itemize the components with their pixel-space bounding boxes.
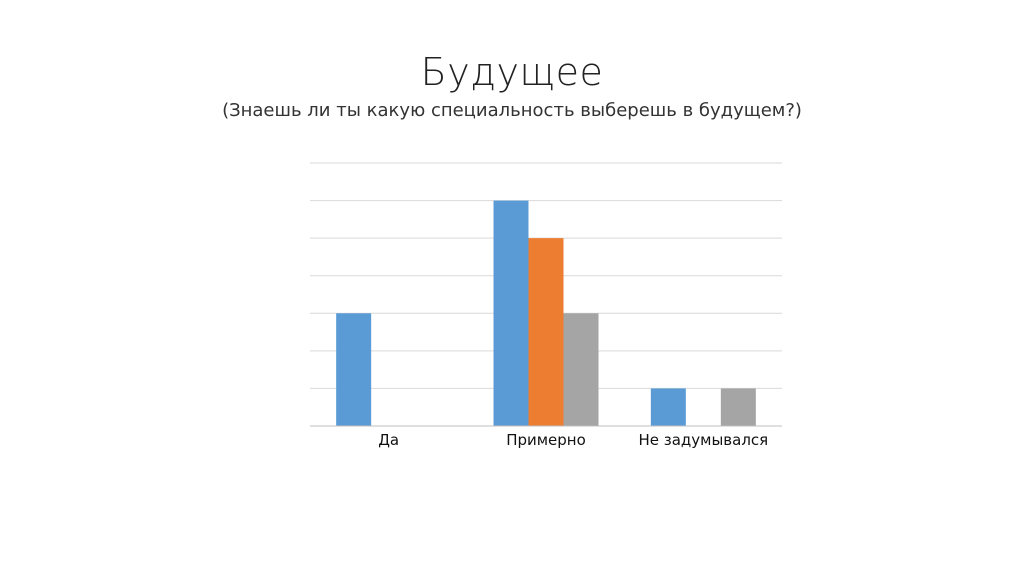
bar-series3-2 [563,313,599,426]
category-label: Примерно [506,431,586,449]
category-labels: Да Примерно Не задумывался [378,431,768,449]
bar-series3-3 [720,388,756,426]
bar-series1-3 [650,388,686,426]
bars [336,200,756,426]
bar-series2-2 [528,238,564,426]
category-label: Да [378,431,399,449]
category-label: Не задумывался [638,431,768,449]
bar-series1-2 [493,200,529,426]
bar-series1-1 [336,313,372,426]
slide-title: Будущее [420,50,604,94]
slide-subtitle: (Знаешь ли ты какую специальность выбере… [222,100,802,121]
